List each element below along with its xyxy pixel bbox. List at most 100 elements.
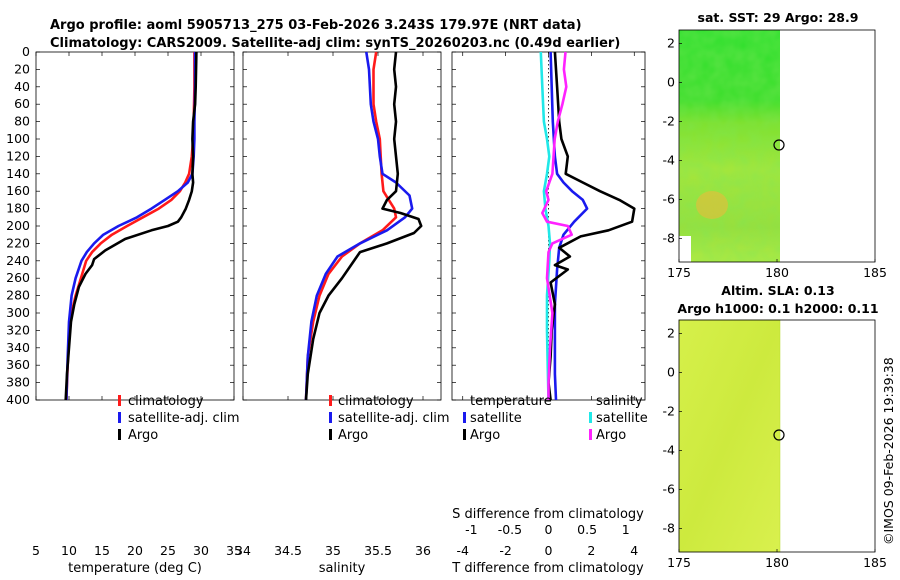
legend-label-satellite: satellite-adj. clim: [128, 411, 240, 426]
s-difference-xlabel: S difference from climatology: [452, 507, 644, 522]
xtick-label: 4: [630, 543, 638, 558]
map-ytick-label: -4: [663, 153, 676, 168]
t-difference-xlabel: T difference from climatology: [451, 561, 644, 576]
temperature-legend: climatology satellite-adj. clim Argo: [118, 394, 240, 443]
xtick-label: 15: [94, 543, 110, 558]
ytick-label: 80: [14, 114, 30, 129]
xtick-label: 35: [325, 543, 341, 558]
xtick-label-top: 0: [545, 522, 553, 537]
legend-swatch-t-satellite: [463, 412, 466, 423]
ytick-label: 120: [6, 148, 30, 163]
legend-swatch-s-satellite: [589, 412, 592, 423]
series-line-satellite-adj-clim: [65, 52, 197, 401]
sst-argo-marker: [773, 139, 785, 151]
ytick-label: 380: [6, 375, 30, 390]
legend-swatch-climatology: [118, 395, 121, 406]
xtick-label: 25: [160, 543, 176, 558]
map-ytick-label: 2: [667, 36, 675, 51]
map-ytick-label: -8: [663, 231, 676, 246]
legend-swatch-satellite: [329, 412, 332, 423]
legend-label-argo: Argo: [338, 428, 368, 443]
map-ytick-label: -6: [663, 192, 676, 207]
legend-swatch-t-argo: [463, 429, 466, 440]
xtick-label: 5: [32, 543, 40, 558]
legend-label-climatology: climatology: [128, 394, 204, 409]
profile-lines: [64, 51, 636, 401]
legend-swatch-satellite: [118, 412, 121, 423]
series-line-satellite-adj-clim: [304, 51, 414, 401]
ytick-label: 200: [6, 218, 30, 233]
ytick-label: 140: [6, 166, 30, 181]
xtick-label: 20: [127, 543, 143, 558]
ytick-label: 240: [6, 253, 30, 268]
xtick-label: -2: [499, 543, 511, 558]
ytick-label: 160: [6, 183, 30, 198]
map-xtick-label: 175: [667, 555, 691, 570]
sst-texture: [679, 30, 780, 262]
series-line-argo: [64, 51, 198, 401]
ytick-label: 260: [6, 270, 30, 285]
sla-argo-marker: [773, 429, 785, 441]
xtick-label-top: -1: [465, 522, 477, 537]
temperature-axes: [35, 51, 235, 401]
xtick-label: 35.5: [364, 543, 392, 558]
difference-legend: temperature salinity satellite Argo sate…: [463, 394, 648, 443]
legend-swatch-s-argo: [589, 429, 592, 440]
sst-warm-patch: [696, 191, 728, 219]
sst-land-gap: [679, 236, 691, 262]
xtick-label: 36: [415, 543, 431, 558]
salinity-axes: [242, 51, 442, 401]
series-line-climatology: [65, 52, 196, 401]
sst-tick-layer: 175 180 185 2 0 -2 -4 -6 -8: [663, 36, 887, 280]
sla-map-subtitle: Argo h1000: 0.1 h2000: 0.11: [677, 301, 878, 316]
legend-swatch-argo: [329, 429, 332, 440]
ytick-label: 100: [6, 131, 30, 146]
legend-label-t-argo: Argo: [470, 428, 500, 443]
map-xtick-label: 185: [863, 555, 887, 570]
xtick-label: 34.5: [274, 543, 302, 558]
ytick-label: 320: [6, 322, 30, 337]
sst-map-title: sat. SST: 29 Argo: 28.9: [698, 10, 859, 25]
imos-timestamp: ©IMOS 09-Feb-2026 19:39:38: [881, 357, 896, 545]
legend-title-salinity: salinity: [596, 394, 643, 409]
ytick-label: 40: [14, 79, 30, 94]
map-xtick-label: 175: [667, 265, 691, 280]
series-line-t-argo: [547, 51, 636, 401]
series-line-argo: [304, 51, 423, 401]
xtick-label: 2: [587, 543, 595, 558]
map-ytick-label: -2: [663, 114, 675, 129]
legend-label-satellite: satellite-adj. clim: [338, 411, 450, 426]
legend-swatch-argo: [118, 429, 121, 440]
legend-label-t-satellite: satellite: [470, 411, 522, 426]
legend-label-s-argo: Argo: [596, 428, 626, 443]
xtick-label-top: 1: [622, 522, 630, 537]
sla-field: [679, 320, 780, 552]
salinity-legend: climatology satellite-adj. clim Argo: [329, 394, 450, 443]
legend-swatch-climatology: [329, 395, 332, 406]
title-line-2: Climatology: CARS2009. Satellite-adj cli…: [50, 36, 620, 51]
xtick-label-top: 0.5: [577, 522, 597, 537]
legend-label-argo: Argo: [128, 428, 158, 443]
salinity-xlabel: salinity: [319, 561, 366, 576]
map-ytick-label: 0: [667, 75, 675, 90]
map-ytick-label: -4: [663, 443, 676, 458]
series-line-s-argo: [540, 51, 574, 400]
ytick-label: 60: [14, 96, 30, 111]
xtick-label: -4: [456, 543, 469, 558]
map-ytick-label: -8: [663, 521, 676, 536]
ytick-label: 400: [6, 392, 30, 407]
xtick-label: 0: [545, 543, 553, 558]
ytick-label: 180: [6, 201, 30, 216]
map-ytick-label: 0: [667, 365, 675, 380]
map-xtick-label: 180: [765, 555, 789, 570]
legend-label-s-satellite: satellite: [596, 411, 648, 426]
sla-map-title: Altim. SLA: 0.13: [721, 283, 834, 298]
xtick-label: 10: [61, 543, 77, 558]
ytick-label: 360: [6, 357, 30, 372]
xtick-label: 35: [226, 543, 242, 558]
map-ytick-label: -6: [663, 482, 676, 497]
map-xtick-label: 185: [863, 265, 887, 280]
xtick-label-top: -0.5: [498, 522, 522, 537]
map-xtick-label: 180: [765, 265, 789, 280]
